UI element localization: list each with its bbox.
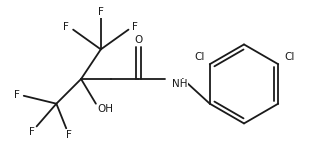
Text: F: F — [14, 90, 20, 100]
Text: O: O — [134, 35, 143, 45]
Text: Cl: Cl — [195, 52, 205, 62]
Text: OH: OH — [98, 104, 114, 114]
Text: NH: NH — [172, 79, 187, 89]
Text: Cl: Cl — [284, 52, 294, 62]
Text: F: F — [98, 7, 104, 17]
Text: F: F — [63, 22, 69, 32]
Text: F: F — [29, 127, 35, 137]
Text: F: F — [132, 22, 138, 32]
Text: F: F — [66, 130, 72, 140]
